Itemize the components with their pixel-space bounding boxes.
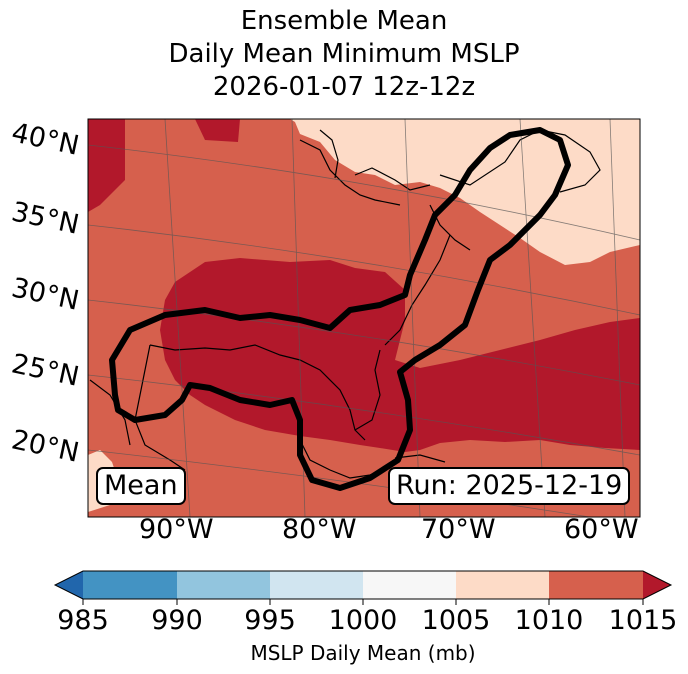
map-panel bbox=[88, 119, 640, 517]
lon-label-80w: 80°W bbox=[282, 514, 357, 545]
colorbar-bin-1005-1010 bbox=[456, 571, 549, 599]
region-1015-nw-corner bbox=[88, 119, 125, 212]
map-frame bbox=[87, 118, 641, 518]
colorbar-bin-995-1000 bbox=[270, 571, 363, 599]
colorbar-tick-1000: 1000 bbox=[328, 605, 398, 636]
colorbar-extend-low bbox=[55, 571, 83, 599]
colorbar-bin-990-995 bbox=[177, 571, 270, 599]
colorbar-tick-990: 990 bbox=[151, 605, 203, 636]
mean-label-box: Mean bbox=[96, 467, 186, 505]
colorbar-label: MSLP Daily Mean (mb) bbox=[250, 641, 476, 665]
colorbar-tick-1010: 1010 bbox=[514, 605, 584, 636]
colorbar-tick-995: 995 bbox=[244, 605, 296, 636]
colorbar-bin-1000-1005 bbox=[363, 571, 456, 599]
run-date-box: Run: 2025-12-19 bbox=[388, 467, 631, 505]
colorbar-tick-1005: 1005 bbox=[421, 605, 491, 636]
title-line-3: 2026-01-07 12z-12z bbox=[212, 72, 476, 102]
lon-label-70w: 70°W bbox=[421, 514, 496, 545]
colorbar-extend-high bbox=[643, 571, 671, 599]
colorbar-tick-1015: 1015 bbox=[608, 605, 678, 636]
colorbar bbox=[53, 570, 673, 605]
mslp-contour bbox=[109, 127, 571, 491]
colorbar-bin-985-990 bbox=[83, 571, 177, 599]
colorbar-tick-985: 985 bbox=[57, 605, 109, 636]
title-line-2: Daily Mean Minimum MSLP bbox=[168, 39, 520, 69]
lon-label-90w: 90°W bbox=[139, 514, 214, 545]
region-1015-north-patch bbox=[195, 119, 240, 142]
title-line-1: Ensemble Mean bbox=[240, 6, 448, 36]
lon-label-60w: 60°W bbox=[564, 514, 639, 545]
region-1005-1010-north bbox=[290, 119, 640, 265]
colorbar-bin-1010-1015 bbox=[549, 571, 643, 599]
